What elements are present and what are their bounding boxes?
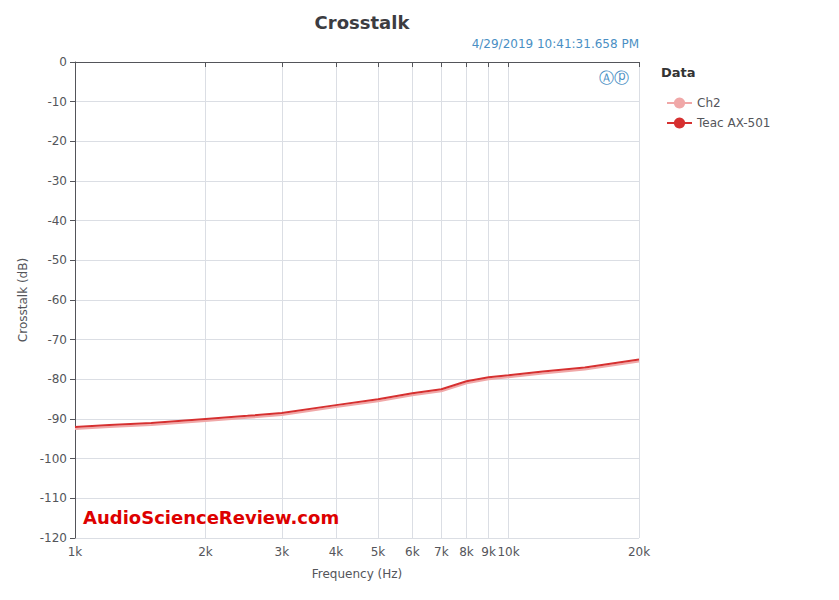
svg-text:-20: -20 — [47, 134, 67, 148]
svg-text:-90: -90 — [47, 412, 67, 426]
svg-text:-120: -120 — [40, 531, 67, 545]
svg-text:-100: -100 — [40, 452, 67, 466]
svg-text:9k: 9k — [481, 545, 496, 559]
svg-text:Crosstalk (dB): Crosstalk (dB) — [16, 258, 30, 342]
svg-text:5k: 5k — [371, 545, 386, 559]
svg-text:AudioScienceReview.com: AudioScienceReview.com — [83, 507, 339, 528]
svg-text:-30: -30 — [47, 174, 67, 188]
svg-text:-40: -40 — [47, 214, 67, 228]
svg-text:2k: 2k — [198, 545, 213, 559]
svg-text:Ch2: Ch2 — [697, 96, 721, 110]
svg-text:Crosstalk: Crosstalk — [315, 12, 411, 33]
svg-text:-60: -60 — [47, 293, 67, 307]
svg-text:Data: Data — [661, 65, 696, 80]
svg-text:Frequency (Hz): Frequency (Hz) — [312, 567, 403, 581]
svg-text:Teac AX-501: Teac AX-501 — [696, 116, 771, 130]
svg-text:20k: 20k — [628, 545, 650, 559]
svg-text:1k: 1k — [68, 545, 83, 559]
svg-text:-50: -50 — [47, 253, 67, 267]
svg-text:-80: -80 — [47, 372, 67, 386]
svg-text:8k: 8k — [459, 545, 474, 559]
svg-text:-110: -110 — [40, 491, 67, 505]
svg-text:3k: 3k — [275, 545, 290, 559]
svg-text:4k: 4k — [329, 545, 344, 559]
svg-text:Ⓐⓟ: Ⓐⓟ — [599, 69, 629, 87]
svg-text:-10: -10 — [47, 95, 67, 109]
svg-text:10k: 10k — [497, 545, 519, 559]
svg-text:-70: -70 — [47, 333, 67, 347]
svg-text:0: 0 — [59, 55, 67, 69]
svg-text:6k: 6k — [405, 545, 420, 559]
svg-text:4/29/2019 10:41:31.658 PM: 4/29/2019 10:41:31.658 PM — [472, 37, 639, 51]
svg-text:7k: 7k — [434, 545, 449, 559]
